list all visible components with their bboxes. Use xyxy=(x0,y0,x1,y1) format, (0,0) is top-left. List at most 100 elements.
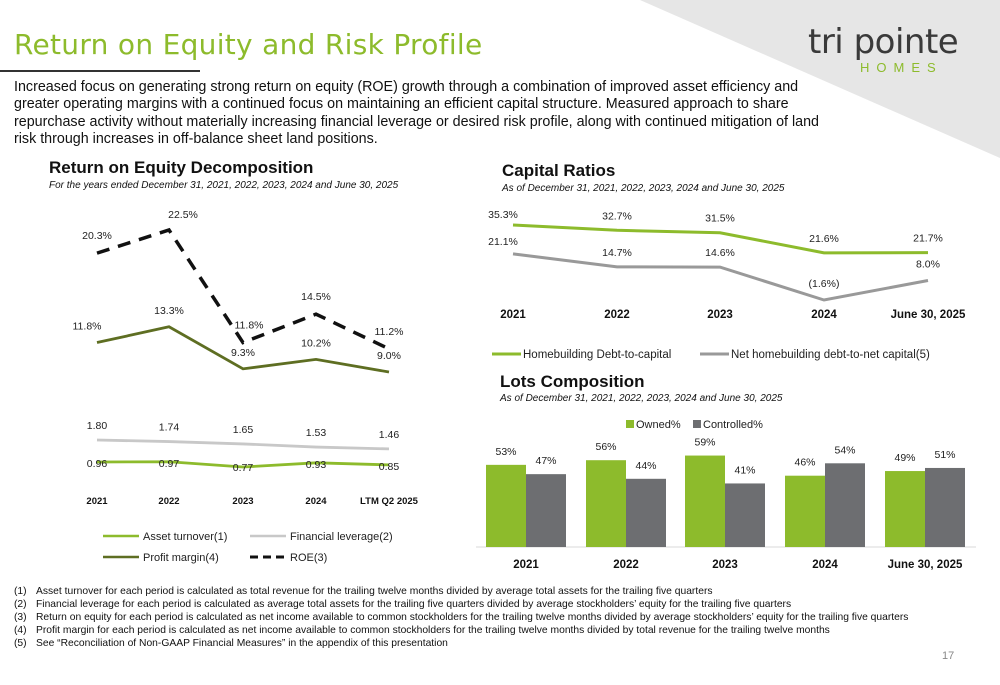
x-tick-label: 2024 xyxy=(305,496,327,507)
company-logo: tri pointe HOMES xyxy=(808,22,970,75)
data-label: 9.3% xyxy=(231,347,255,359)
bar xyxy=(925,467,965,547)
legend-label: Net homebuilding debt-to-net capital(5) xyxy=(731,349,930,361)
data-label: 41% xyxy=(734,464,755,476)
x-tick-label: 2024 xyxy=(811,309,837,321)
data-label: 0.96 xyxy=(87,458,108,470)
title-underline xyxy=(0,70,200,72)
x-tick-label: LTM Q2 2025 xyxy=(360,496,419,507)
series-line xyxy=(96,325,390,374)
bar xyxy=(586,460,626,547)
x-tick-label: June 30, 2025 xyxy=(891,309,966,321)
series-line xyxy=(512,252,929,302)
data-label: 14.7% xyxy=(602,247,632,259)
legend-label: Financial leverage(2) xyxy=(290,531,393,543)
data-label: 46% xyxy=(794,457,815,469)
x-tick-label: 2022 xyxy=(158,496,179,507)
page-number: 17 xyxy=(942,650,955,662)
x-tick-label: 2023 xyxy=(707,309,733,321)
roe-section-subtitle: For the years ended December 31, 2021, 2… xyxy=(49,180,399,191)
footnote: (2) Financial leverage for each period is… xyxy=(14,598,944,611)
data-label: 32.7% xyxy=(602,210,632,222)
corner-decoration xyxy=(640,0,1000,158)
footnote-number: (2) xyxy=(14,599,27,610)
footnote: (1) Asset turnover for each period is cal… xyxy=(14,585,944,598)
x-tick-label: 2021 xyxy=(500,309,526,321)
footnote-text: Asset turnover for each period is calcul… xyxy=(36,586,713,597)
data-label: 0.77 xyxy=(233,462,254,474)
legend-label: Profit margin(4) xyxy=(143,552,219,564)
footnote-number: (4) xyxy=(14,625,27,636)
data-label: 49% xyxy=(894,452,915,464)
data-label: 14.6% xyxy=(705,247,735,259)
data-label: (1.6%) xyxy=(809,278,840,290)
x-tick-label: 2021 xyxy=(86,496,108,507)
data-label: 47% xyxy=(535,455,556,467)
bar xyxy=(486,464,526,547)
footnote-text: Profit margin for each period is calcula… xyxy=(36,625,830,636)
data-label: 11.8% xyxy=(73,321,102,333)
legend-label: Asset turnover(1) xyxy=(143,531,227,543)
capital-section-subtitle: As of December 31, 2021, 2022, 2023, 202… xyxy=(502,183,785,194)
data-label: 11.2% xyxy=(375,326,404,338)
data-label: 59% xyxy=(694,437,715,449)
lots-section-title: Lots Composition xyxy=(500,372,645,391)
data-label: 0.97 xyxy=(159,458,180,470)
data-label: 1.74 xyxy=(159,422,180,434)
data-label: 1.80 xyxy=(87,420,108,432)
footnote: (5) See “Reconciliation of Non-GAAP Finan… xyxy=(14,637,944,650)
bar xyxy=(785,475,825,547)
series-line xyxy=(96,460,390,469)
x-tick-label: 2023 xyxy=(232,496,253,507)
footnote: (3) Return on equity for each period is c… xyxy=(14,611,944,624)
lots-section-subtitle: As of December 31, 2021, 2022, 2023, 202… xyxy=(500,393,783,404)
legend-label: ROE(3) xyxy=(290,552,327,564)
roe-section-title: Return on Equity Decomposition xyxy=(49,158,314,177)
x-tick-label: 2024 xyxy=(812,559,838,571)
bar xyxy=(526,474,566,547)
footnote-text: See “Reconciliation of Non-GAAP Financia… xyxy=(36,638,448,649)
data-label: 0.93 xyxy=(306,459,327,471)
x-tick-label: 2022 xyxy=(604,309,630,321)
legend-label: Owned% xyxy=(636,419,681,431)
data-label: 21.7% xyxy=(913,233,943,245)
footnotes: (1) Asset turnover for each period is cal… xyxy=(14,585,944,650)
data-label: 35.3% xyxy=(488,209,518,221)
legend-label: Homebuilding Debt-to-capital xyxy=(523,349,671,361)
bar xyxy=(626,478,666,547)
intro-paragraph: Increased focus on generating strong ret… xyxy=(14,79,820,147)
footnote-text: Financial leverage for each period is ca… xyxy=(36,599,792,610)
logo-subtext: HOMES xyxy=(860,60,943,75)
data-label: 44% xyxy=(635,460,656,472)
data-label: 20.3% xyxy=(82,230,112,242)
footnote-number: (3) xyxy=(14,612,27,623)
legend-label: Controlled% xyxy=(703,419,763,431)
x-tick-label: 2021 xyxy=(513,559,539,571)
data-label: 14.5% xyxy=(301,291,331,303)
x-tick-label: 2022 xyxy=(613,559,639,571)
page-title: Return on Equity and Risk Profile xyxy=(14,28,483,61)
bar xyxy=(825,463,865,547)
x-tick-label: June 30, 2025 xyxy=(888,559,963,571)
footnote: (4) Profit margin for each period is calc… xyxy=(14,624,944,637)
data-label: 11.8% xyxy=(235,320,264,332)
bar xyxy=(685,455,725,547)
data-label: 1.46 xyxy=(379,429,400,441)
data-label: 54% xyxy=(834,444,855,456)
data-label: 51% xyxy=(934,449,955,461)
data-label: 1.53 xyxy=(306,427,327,439)
data-label: 22.5% xyxy=(168,209,198,221)
data-label: 56% xyxy=(595,441,616,453)
footnote-number: (5) xyxy=(14,638,27,649)
series-line xyxy=(512,223,929,255)
data-label: 21.1% xyxy=(488,236,518,248)
footnote-number: (1) xyxy=(14,586,27,597)
data-label: 21.6% xyxy=(809,233,839,245)
data-label: 1.65 xyxy=(233,424,254,436)
footnote-text: Return on equity for each period is calc… xyxy=(36,612,909,623)
data-label: 0.85 xyxy=(379,461,400,473)
data-label: 9.0% xyxy=(377,350,401,362)
series-line xyxy=(96,438,390,451)
bar xyxy=(725,483,765,547)
